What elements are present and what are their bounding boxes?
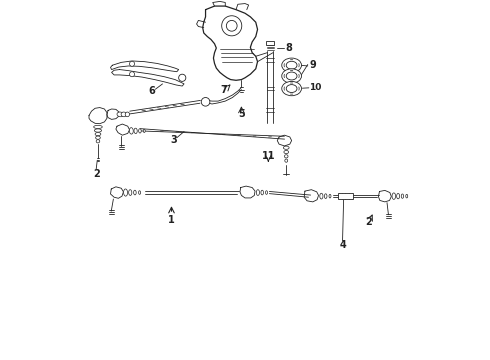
Ellipse shape <box>96 136 100 139</box>
Ellipse shape <box>121 112 126 117</box>
Ellipse shape <box>125 112 129 117</box>
Bar <box>266 41 274 45</box>
Ellipse shape <box>283 146 289 149</box>
Circle shape <box>129 61 135 66</box>
Ellipse shape <box>94 125 102 129</box>
Ellipse shape <box>129 190 132 195</box>
Text: 9: 9 <box>309 60 316 70</box>
Text: 7: 7 <box>220 85 227 95</box>
Text: 2: 2 <box>366 217 372 227</box>
Ellipse shape <box>329 194 331 198</box>
Ellipse shape <box>282 81 301 96</box>
Ellipse shape <box>123 189 127 196</box>
Circle shape <box>221 16 242 36</box>
Ellipse shape <box>286 61 297 69</box>
Text: 1: 1 <box>168 215 175 225</box>
Ellipse shape <box>256 190 260 195</box>
Text: 4: 4 <box>339 239 346 249</box>
Ellipse shape <box>139 129 141 133</box>
Ellipse shape <box>95 129 101 132</box>
Ellipse shape <box>320 193 323 199</box>
Ellipse shape <box>96 140 100 143</box>
Ellipse shape <box>139 191 141 194</box>
Ellipse shape <box>95 132 101 136</box>
Text: 6: 6 <box>148 86 155 96</box>
Text: 11: 11 <box>262 150 275 161</box>
Ellipse shape <box>134 190 136 195</box>
Ellipse shape <box>282 69 301 83</box>
Text: 5: 5 <box>238 109 245 119</box>
Ellipse shape <box>396 193 400 199</box>
Circle shape <box>129 72 135 77</box>
Text: 2: 2 <box>93 168 99 179</box>
Ellipse shape <box>392 193 395 199</box>
Ellipse shape <box>284 150 289 154</box>
Ellipse shape <box>261 190 264 195</box>
Ellipse shape <box>324 194 327 198</box>
Ellipse shape <box>406 194 408 198</box>
Ellipse shape <box>134 128 137 134</box>
Ellipse shape <box>286 85 297 93</box>
Circle shape <box>179 74 186 81</box>
Bar <box>338 193 353 199</box>
Text: 3: 3 <box>170 135 177 145</box>
Ellipse shape <box>266 191 268 194</box>
Ellipse shape <box>401 194 404 198</box>
Text: 8: 8 <box>286 43 293 53</box>
Ellipse shape <box>117 112 123 117</box>
Text: 10: 10 <box>309 83 321 92</box>
Ellipse shape <box>143 129 145 132</box>
Circle shape <box>201 98 210 106</box>
Ellipse shape <box>129 128 133 134</box>
Ellipse shape <box>285 159 288 162</box>
Circle shape <box>226 21 237 31</box>
Ellipse shape <box>285 155 288 158</box>
Ellipse shape <box>286 72 297 80</box>
Ellipse shape <box>282 58 301 72</box>
